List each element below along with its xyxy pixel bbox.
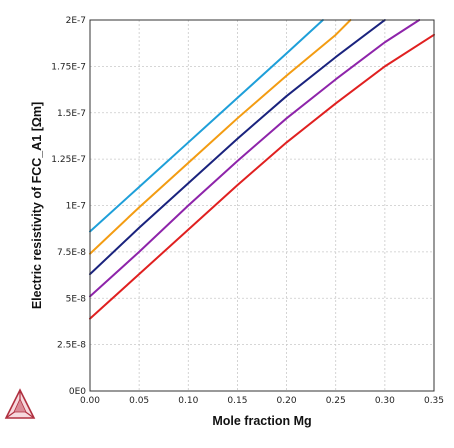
x-axis-title: Mole fraction Mg (212, 414, 311, 428)
series-lines (89, 19, 435, 320)
y-tick-label: 7.5E-8 (57, 248, 86, 258)
x-tick-label: 0.15 (227, 396, 247, 406)
x-tick-label: 0.20 (277, 396, 297, 406)
thermo-calc-logo-icon (4, 388, 36, 419)
y-axis-title: Electric resistivity of FCC_A1 [Ωm] (30, 102, 44, 309)
plot-frame (89, 19, 435, 392)
y-tick-label: 1E-7 (66, 202, 86, 212)
series-line-2 (89, 19, 352, 255)
y-tick-label: 2.5E-8 (57, 341, 86, 351)
series-line-5 (89, 33, 435, 320)
x-tick-labels: 0.00 0.05 0.10 0.15 0.20 0.25 0.30 0.35 (80, 396, 444, 406)
y-tick-label: 1.5E-7 (57, 109, 86, 119)
x-tick-label: 0.10 (178, 396, 198, 406)
x-tick-label: 0.00 (80, 396, 100, 406)
y-tick-label: 5E-8 (66, 294, 87, 304)
y-tick-label: 2E-7 (66, 16, 86, 26)
series-line-3 (89, 19, 386, 276)
y-tick-label: 1.75E-7 (51, 62, 86, 72)
x-tick-label: 0.35 (424, 396, 444, 406)
y-tick-labels: 0E0 2.5E-8 5E-8 7.5E-8 1E-7 1.25E-7 1.5E-7 1.75… (51, 16, 86, 397)
y-tick-label: 0E0 (69, 387, 86, 397)
y-tick-label: 1.25E-7 (51, 155, 86, 165)
series-line-1 (89, 19, 324, 233)
x-tick-label: 0.30 (375, 396, 395, 406)
series-line-4 (89, 19, 421, 298)
x-tick-label: 0.25 (326, 396, 346, 406)
x-tick-label: 0.05 (129, 396, 149, 406)
grid-lines (90, 20, 434, 391)
